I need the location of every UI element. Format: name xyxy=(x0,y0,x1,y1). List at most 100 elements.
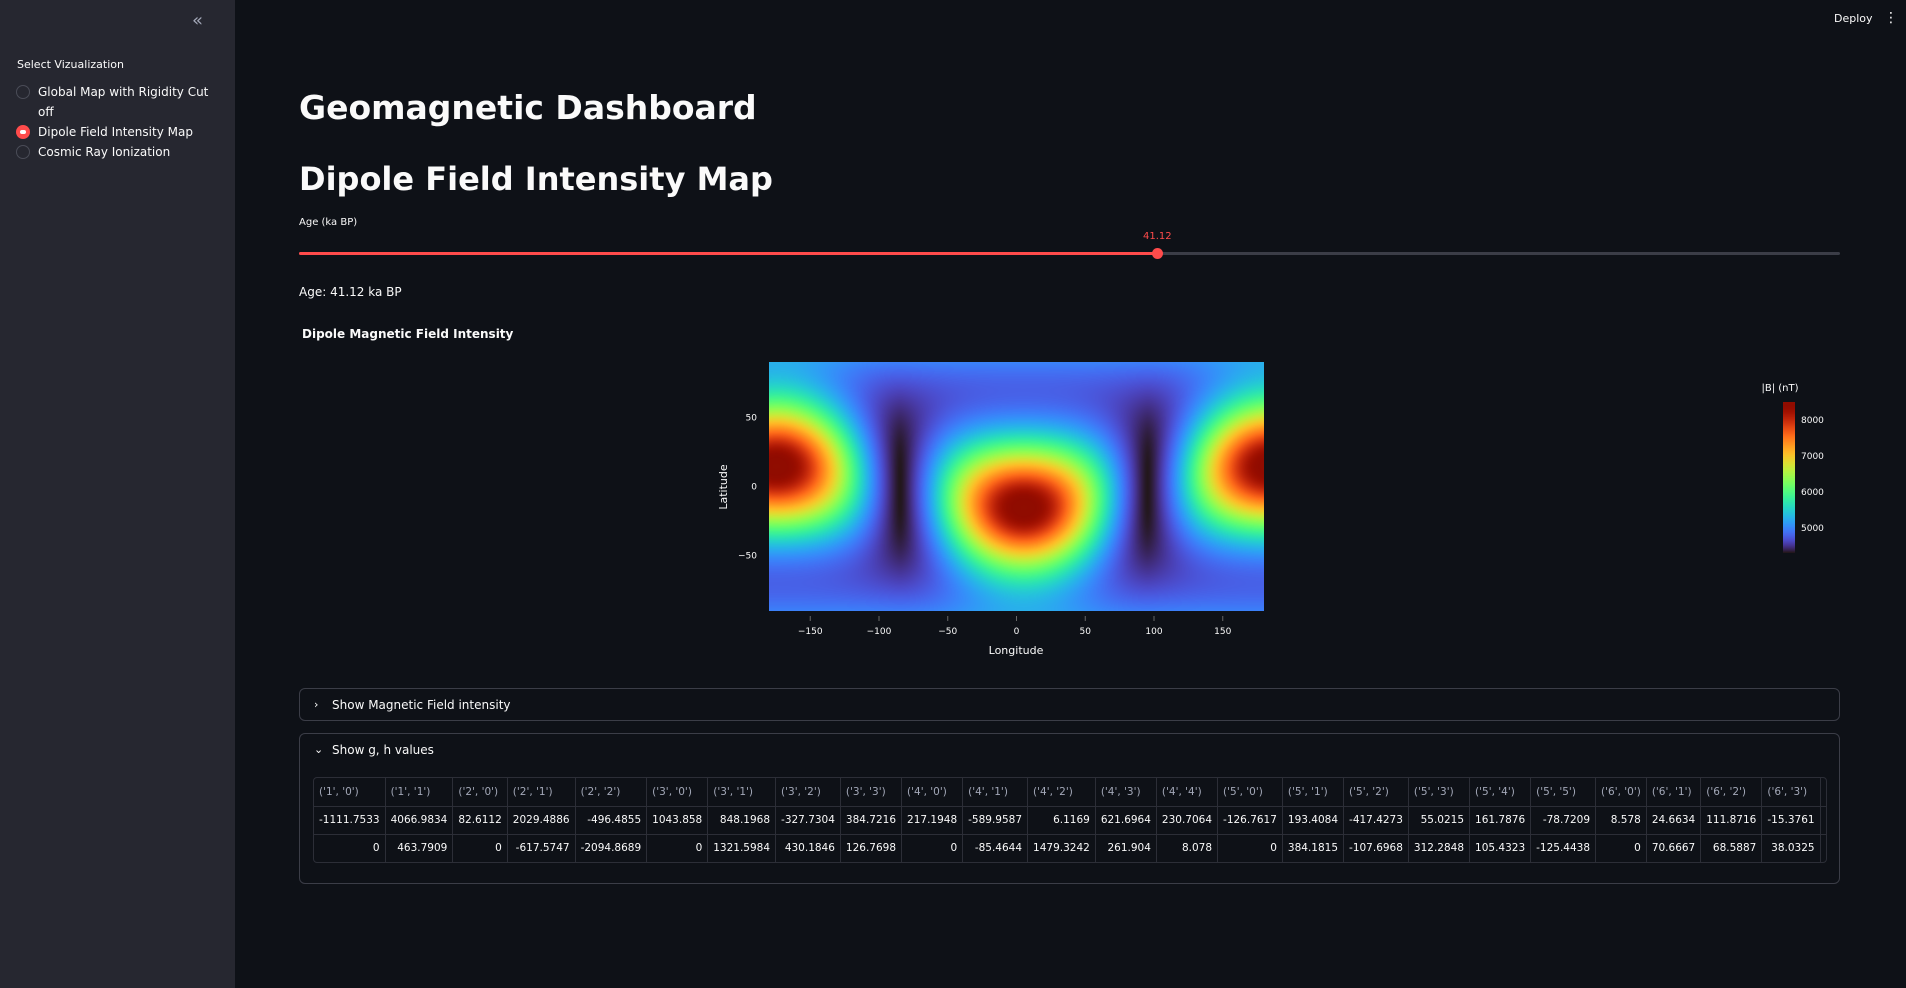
table-cell: 848.1968 xyxy=(707,806,777,835)
table-cell: 193.4084 xyxy=(1282,806,1345,835)
table-cell: 6.1169 xyxy=(1027,806,1096,835)
expander-header[interactable]: › Show Magnetic Field intensity xyxy=(300,689,1839,720)
column-header[interactable]: ('2', '1') xyxy=(507,778,576,807)
column-header[interactable]: ('5', '3') xyxy=(1408,778,1471,807)
table-row: 0 463.7909 0 -617.5747 -2094.8689 0 1321.5984 4… xyxy=(314,834,1826,862)
gh-table[interactable]: ('1', '0') ('1', '1') ('2', '0') ('2', '1')… xyxy=(313,777,1827,863)
table-cell: 82.6112 xyxy=(452,806,508,835)
radio-global-map[interactable]: Global Map with Rigidity Cut off xyxy=(16,82,221,122)
slider-fill xyxy=(299,252,1158,255)
colorbar-tick-label: 8000 xyxy=(1801,416,1824,426)
page-title: Geomagnetic Dashboard xyxy=(299,88,757,127)
table-cell: -107.6968 xyxy=(1343,834,1409,862)
column-header[interactable]: ('5', '0') xyxy=(1217,778,1283,807)
colorbar-tick-label: 7000 xyxy=(1801,452,1824,462)
table-cell: -2094.8689 xyxy=(575,834,648,862)
table-cell: 1479.3242 xyxy=(1027,834,1096,862)
y-tick-label: 0 xyxy=(751,483,757,493)
y-axis-label: Latitude xyxy=(717,464,730,510)
visualization-radio-group: Global Map with Rigidity Cut off Dipole … xyxy=(16,82,221,162)
table-cell: -126.7617 xyxy=(1217,806,1283,835)
table-cell: 55.0215 xyxy=(1408,806,1471,835)
table-cell: 384.7216 xyxy=(840,806,903,835)
collapse-sidebar-icon[interactable]: « xyxy=(192,10,204,31)
table-cell: -57.5298 xyxy=(1820,834,1826,862)
table-cell: 70.6667 xyxy=(1646,834,1702,862)
table-cell: 0 xyxy=(1595,834,1647,862)
radio-dipole-field[interactable]: Dipole Field Intensity Map xyxy=(16,122,221,142)
radio-cosmic-ray[interactable]: Cosmic Ray Ionization xyxy=(16,142,221,162)
table-cell: 0 xyxy=(1217,834,1283,862)
table-cell: -417.4273 xyxy=(1343,806,1409,835)
radio-icon xyxy=(16,145,30,159)
table-cell: 0 xyxy=(646,834,709,862)
y-tick-label: 50 xyxy=(746,413,758,423)
sidebar: « Select Vizualization Global Map with R… xyxy=(0,0,235,988)
table-cell: -85.4644 xyxy=(962,834,1029,862)
section-title: Dipole Field Intensity Map xyxy=(299,160,773,198)
column-header[interactable]: ('3', '2') xyxy=(775,778,841,807)
table-cell: -327.7304 xyxy=(775,806,841,835)
colorbar-tick-label: 5000 xyxy=(1801,524,1824,534)
colorbar-title: |B| (nT) xyxy=(1761,383,1798,394)
column-header[interactable]: ('2', '0') xyxy=(452,778,508,807)
x-axis-label: Longitude xyxy=(989,644,1044,657)
table-cell: 230.7064 xyxy=(1156,806,1219,835)
table-cell: 24.6634 xyxy=(1646,806,1702,835)
colorbar-tick-label: 6000 xyxy=(1801,488,1824,498)
column-header[interactable]: ('1', '0') xyxy=(314,778,386,807)
table-cell: 2029.4886 xyxy=(507,806,576,835)
table-cell: 8.078 xyxy=(1156,834,1219,862)
table-cell: 621.6964 xyxy=(1095,806,1157,835)
field-intensity-heatmap[interactable]: −150 −100 −50 0 50 100 150 50 0 −50 Longitude Lat… xyxy=(700,340,1840,660)
column-header[interactable]: ('4', '1') xyxy=(962,778,1029,807)
age-slider[interactable]: 41.12 xyxy=(299,231,1840,259)
column-header[interactable]: ('6', '0') xyxy=(1595,778,1647,807)
table-row: -1111.7533 4066.9834 82.6112 2029.4886 -496.… xyxy=(314,806,1826,835)
table-cell: 1043.858 xyxy=(646,806,709,835)
column-header[interactable]: ('6', '3') xyxy=(1761,778,1821,807)
expander-label: Show g, h values xyxy=(332,742,434,757)
radio-label: Dipole Field Intensity Map xyxy=(38,125,193,139)
column-header[interactable]: ('4', '4') xyxy=(1156,778,1219,807)
x-tick-label: 50 xyxy=(1080,627,1092,637)
slider-thumb[interactable] xyxy=(1152,248,1164,259)
column-header[interactable]: ('3', '3') xyxy=(840,778,903,807)
table-cell: 38.0325 xyxy=(1761,834,1821,862)
column-header[interactable]: ('5', '5') xyxy=(1530,778,1597,807)
column-header[interactable]: ('5', '2') xyxy=(1343,778,1409,807)
slider-label: Age (ka BP) xyxy=(299,217,358,228)
column-header[interactable]: ('2', '2') xyxy=(575,778,648,807)
age-text: Age: 41.12 ka BP xyxy=(299,285,402,299)
table-cell: 105.4323 xyxy=(1469,834,1532,862)
table-cell: 126.7698 xyxy=(840,834,903,862)
table-cell: 16.1807 xyxy=(1820,806,1826,835)
expander-label: Show Magnetic Field intensity xyxy=(332,697,511,712)
column-header[interactable]: ('3', '0') xyxy=(646,778,709,807)
table-cell: 463.7909 xyxy=(385,834,454,862)
column-header[interactable]: ('6', '4') xyxy=(1820,778,1826,807)
column-header[interactable]: ('4', '2') xyxy=(1027,778,1096,807)
column-header[interactable]: ('1', '1') xyxy=(385,778,454,807)
x-tick-label: −100 xyxy=(867,627,892,637)
column-header[interactable]: ('4', '3') xyxy=(1095,778,1157,807)
table-cell: -496.4855 xyxy=(575,806,648,835)
table-cell: 261.904 xyxy=(1095,834,1157,862)
table-cell: -589.9587 xyxy=(962,806,1029,835)
slider-value: 41.12 xyxy=(1143,231,1172,242)
table-cell: 430.1846 xyxy=(775,834,841,862)
chevron-right-icon: › xyxy=(314,698,319,711)
radio-selected-icon xyxy=(16,125,30,139)
column-header[interactable]: ('3', '1') xyxy=(707,778,777,807)
radio-label: Cosmic Ray Ionization xyxy=(38,145,171,159)
column-header[interactable]: ('4', '0') xyxy=(901,778,964,807)
table-cell: -125.4438 xyxy=(1530,834,1597,862)
vertical-ellipsis-icon[interactable]: ⋮ xyxy=(1884,10,1898,26)
column-header[interactable]: ('5', '4') xyxy=(1469,778,1532,807)
column-header[interactable]: ('6', '1') xyxy=(1646,778,1702,807)
table-cell: 384.1815 xyxy=(1282,834,1345,862)
column-header[interactable]: ('5', '1') xyxy=(1282,778,1345,807)
expander-header[interactable]: ⌄ Show g, h values xyxy=(300,734,1839,765)
column-header[interactable]: ('6', '2') xyxy=(1700,778,1763,807)
deploy-button[interactable]: Deploy xyxy=(1834,12,1873,25)
